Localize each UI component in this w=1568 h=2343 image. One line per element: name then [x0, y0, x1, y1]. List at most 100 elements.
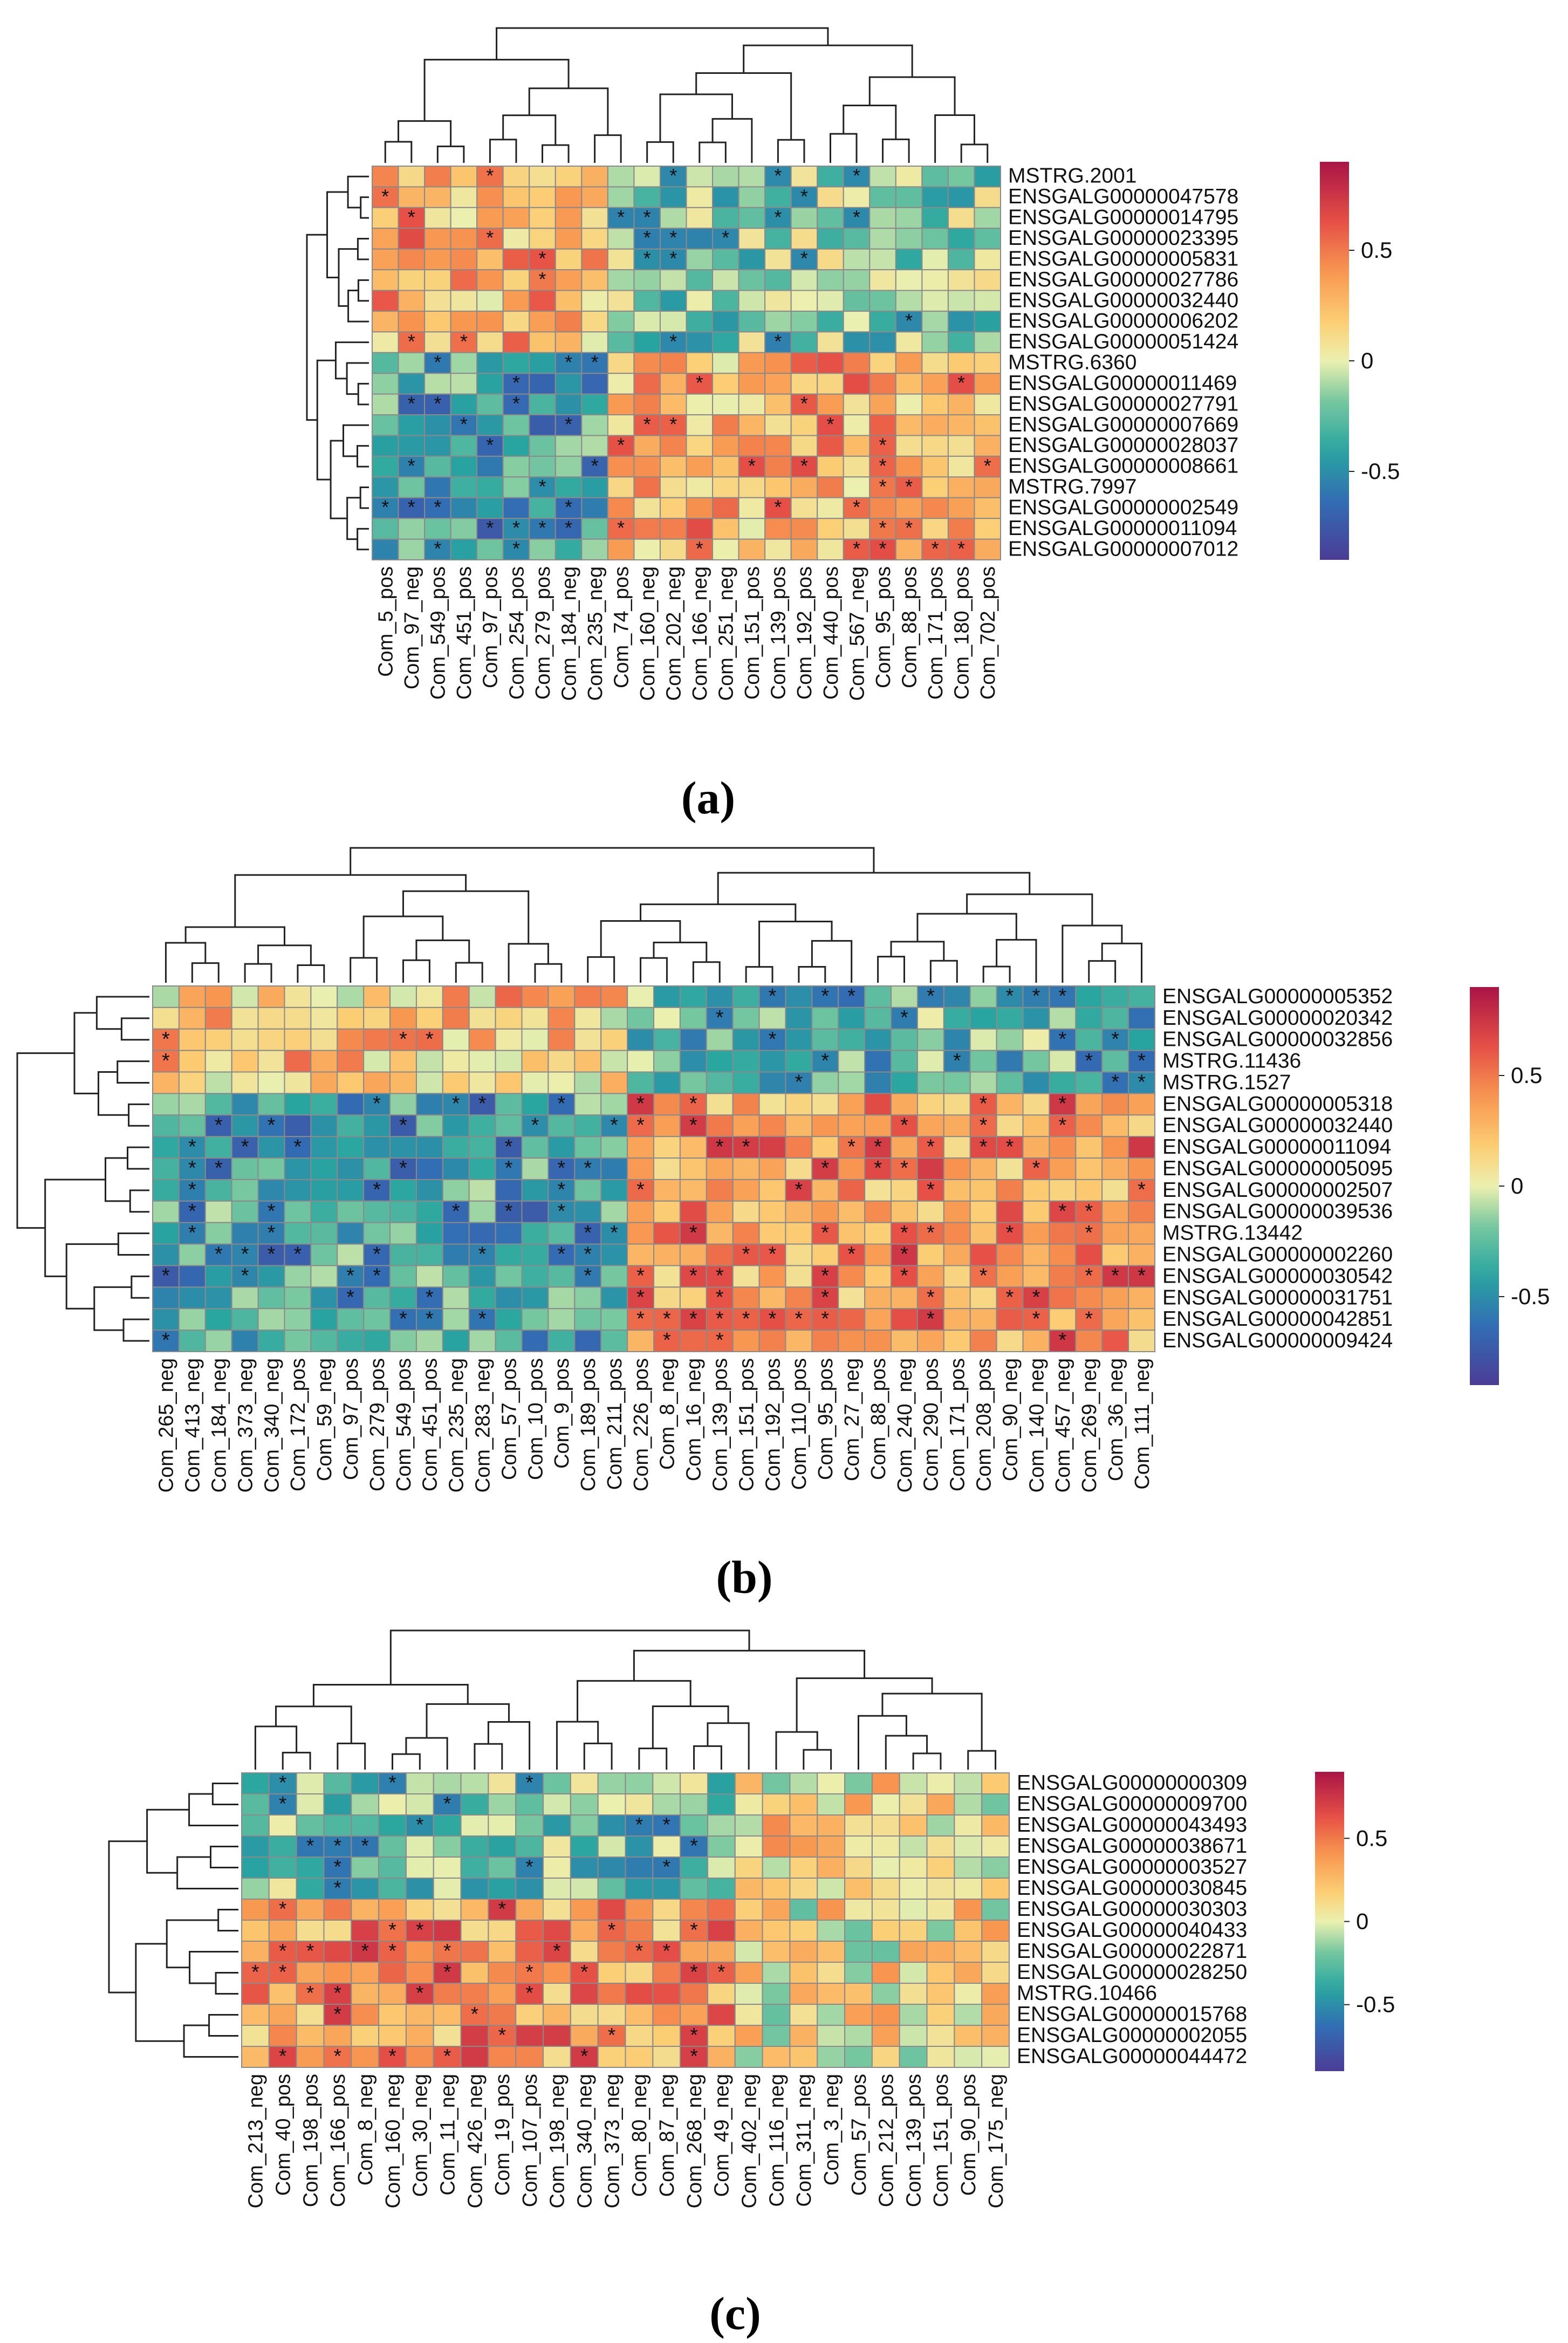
heatmap-cell [916, 1028, 944, 1051]
significance-mark: * [774, 496, 782, 518]
heatmap-cell [1022, 1330, 1050, 1353]
heatmap-cell [554, 290, 583, 312]
heatmap-cell [891, 1265, 918, 1288]
heatmap-cell [284, 1286, 312, 1310]
heatmap-cell [378, 2025, 407, 2047]
heatmap-cell [1049, 1071, 1077, 1094]
heatmap-cell [869, 414, 896, 436]
heatmap-cell [310, 1222, 338, 1245]
heatmap-cell [706, 1006, 734, 1030]
heatmap-cell [954, 1814, 983, 1837]
column-dendrogram-branch [640, 957, 668, 983]
heatmap-cell [943, 1093, 971, 1116]
heatmap-cell [296, 1962, 325, 1984]
heatmap-cell [899, 1878, 928, 1900]
heatmap-cell [543, 1835, 571, 1858]
heatmap-cell [1049, 1330, 1077, 1353]
row-label: ENSGALG00000005318 [1162, 1092, 1393, 1115]
heatmap-cell [460, 1962, 489, 1984]
column-dendrogram-branch [912, 1752, 942, 1770]
heatmap-cell [581, 290, 608, 312]
significance-mark: * [742, 1243, 750, 1266]
heatmap-cell [600, 1050, 628, 1073]
significance-mark: * [294, 1243, 302, 1266]
heatmap-cell [574, 1330, 602, 1353]
heatmap-cell [495, 1028, 523, 1051]
significance-mark: * [608, 1919, 615, 1941]
heatmap-cell [869, 269, 896, 291]
heatmap-cell [468, 1050, 496, 1073]
significance-mark: * [821, 1222, 829, 1244]
heatmap-cell [442, 1286, 470, 1310]
heatmap-cell [974, 435, 1002, 457]
heatmap-cell [515, 1814, 544, 1837]
heatmap-cell [785, 1028, 813, 1051]
heatmap-cell [372, 538, 399, 560]
heatmap-cell [378, 1835, 407, 1858]
heatmap-cell [838, 1330, 866, 1353]
heatmap-cell [405, 1772, 434, 1794]
column-label: Com_9_pos [551, 1358, 573, 1469]
row-label: ENSGALG00000014795 [1008, 206, 1238, 229]
column-label: Com_171_pos [925, 566, 947, 700]
significance-mark: * [690, 1834, 697, 1856]
heatmap-cell [152, 1071, 180, 1094]
heatmap-cell [947, 186, 975, 208]
column-label: Com_202_neg [663, 566, 686, 701]
heatmap-cell [351, 1793, 380, 1816]
column-dendrogram-branch [803, 1749, 832, 1770]
heatmap-cell [574, 1006, 602, 1030]
significance-mark: * [716, 1135, 724, 1158]
heatmap-cell [843, 455, 871, 478]
heatmap-cell [570, 1814, 599, 1837]
significance-mark: * [478, 1243, 487, 1266]
significance-mark: * [821, 1050, 829, 1072]
heatmap-cell [1128, 1093, 1155, 1116]
column-dendrogram-branch [534, 963, 563, 983]
heatmap-cell [1022, 1286, 1050, 1310]
heatmap-cell [372, 435, 399, 457]
heatmap-cell [974, 352, 1002, 374]
heatmap-cell [450, 373, 478, 395]
row-dendrogram-branch [95, 996, 149, 1030]
heatmap-cell [581, 331, 608, 353]
heatmap-cell [529, 352, 556, 374]
heatmap-cell [707, 1878, 736, 1900]
heatmap-cell [405, 1899, 434, 1921]
column-label: Com_5_pos [375, 566, 398, 677]
heatmap-cell [916, 1265, 944, 1288]
heatmap-cell [762, 1983, 791, 2005]
heatmap-cell [811, 1071, 839, 1094]
heatmap-cell [433, 1835, 462, 1858]
column-label: Com_36_neg [1105, 1358, 1127, 1481]
heatmap-cell [864, 1179, 892, 1202]
heatmap-cell [974, 331, 1002, 353]
heatmap-cell [597, 2025, 626, 2047]
heatmap-cell [843, 435, 871, 457]
heatmap-cell [476, 290, 504, 312]
heatmap-cell [789, 2004, 818, 2026]
heatmap-cell [204, 985, 232, 1008]
heatmap-cell [921, 310, 949, 333]
heatmap-cell [502, 248, 530, 271]
heatmap-cell [817, 310, 844, 333]
heatmap-cell [502, 455, 530, 478]
heatmap-cell [869, 228, 896, 250]
heatmap-cell [1049, 1308, 1077, 1331]
heatmap-cell [460, 1772, 489, 1794]
heatmap-cell [323, 1772, 352, 1794]
column-label: Com_166_pos [327, 2074, 350, 2207]
heatmap-cell [817, 352, 844, 374]
heatmap-cell [476, 373, 504, 395]
row-dendrogram-branch [44, 1179, 106, 1277]
heatmap-cell [679, 1157, 707, 1180]
heatmap-cell [405, 2025, 434, 2047]
heatmap-cell [891, 1179, 918, 1202]
column-label: Com_235_neg [584, 566, 607, 701]
heatmap-cell [652, 1793, 681, 1816]
panel-label-a: (a) [681, 772, 735, 824]
heatmap-cell [450, 435, 478, 457]
heatmap-cell [607, 538, 635, 560]
heatmap-cell [652, 2025, 681, 2047]
significance-mark: * [334, 1982, 341, 2004]
